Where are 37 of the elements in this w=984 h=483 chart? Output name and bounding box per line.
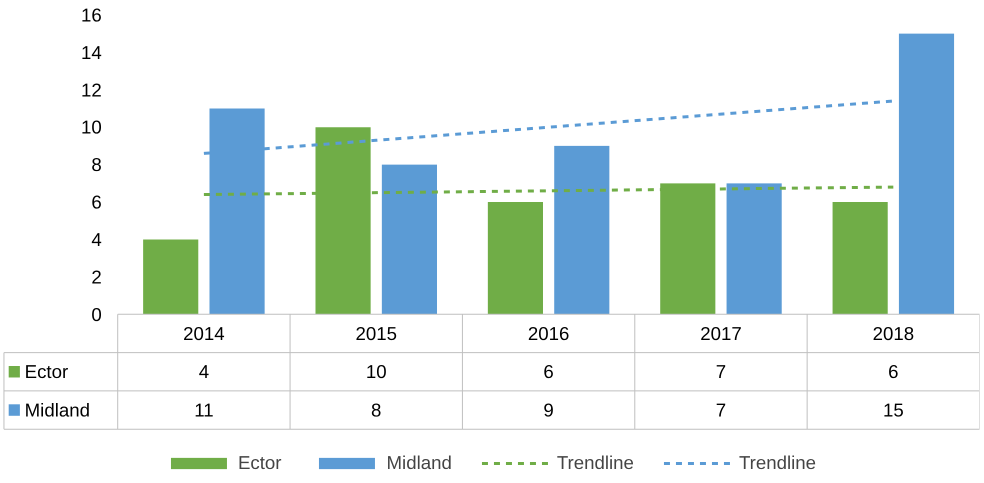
- y-tick-label: 2: [91, 266, 102, 288]
- x-tick-label: 2016: [528, 322, 570, 344]
- bar: [832, 202, 888, 314]
- data-label: 6: [543, 361, 554, 382]
- data-label: 7: [716, 400, 726, 421]
- legend-label: Ector: [24, 361, 68, 382]
- bar: [726, 183, 782, 314]
- bar: [143, 239, 198, 314]
- y-tick-label: 12: [80, 79, 102, 100]
- y-tick-label: 0: [91, 304, 102, 325]
- legend-label: Trendline: [738, 452, 816, 474]
- bar: [488, 202, 543, 314]
- y-tick-label: 8: [91, 154, 102, 176]
- text: Ector: [238, 452, 282, 473]
- x-tick-label: 2017: [700, 322, 742, 344]
- data-label: 10: [366, 361, 387, 382]
- data-label: 7: [716, 361, 726, 382]
- x-tick-label: 2015: [355, 322, 398, 344]
- data-label: 6: [888, 361, 899, 382]
- y-tick-label: 10: [80, 116, 102, 138]
- data-label: 8: [371, 400, 382, 421]
- legend-label: Trendline: [556, 452, 634, 474]
- y-tick-label: 16: [80, 4, 102, 26]
- x-tick-label: 2014: [183, 322, 225, 344]
- data-label: 9: [543, 400, 554, 421]
- bar: [898, 34, 954, 314]
- y-tick-label: 14: [80, 42, 102, 63]
- y-tick-label: 6: [91, 192, 102, 213]
- text: Midland: [24, 400, 90, 421]
- legend-label: Midland: [386, 452, 452, 474]
- x-tick-label: 2018: [872, 322, 914, 344]
- data-label: 11: [194, 400, 214, 421]
- bar: [554, 146, 610, 314]
- data-label: 4: [198, 361, 210, 382]
- y-tick-label: 4: [91, 228, 102, 250]
- data-label: 15: [882, 400, 904, 421]
- bar: [382, 164, 437, 314]
